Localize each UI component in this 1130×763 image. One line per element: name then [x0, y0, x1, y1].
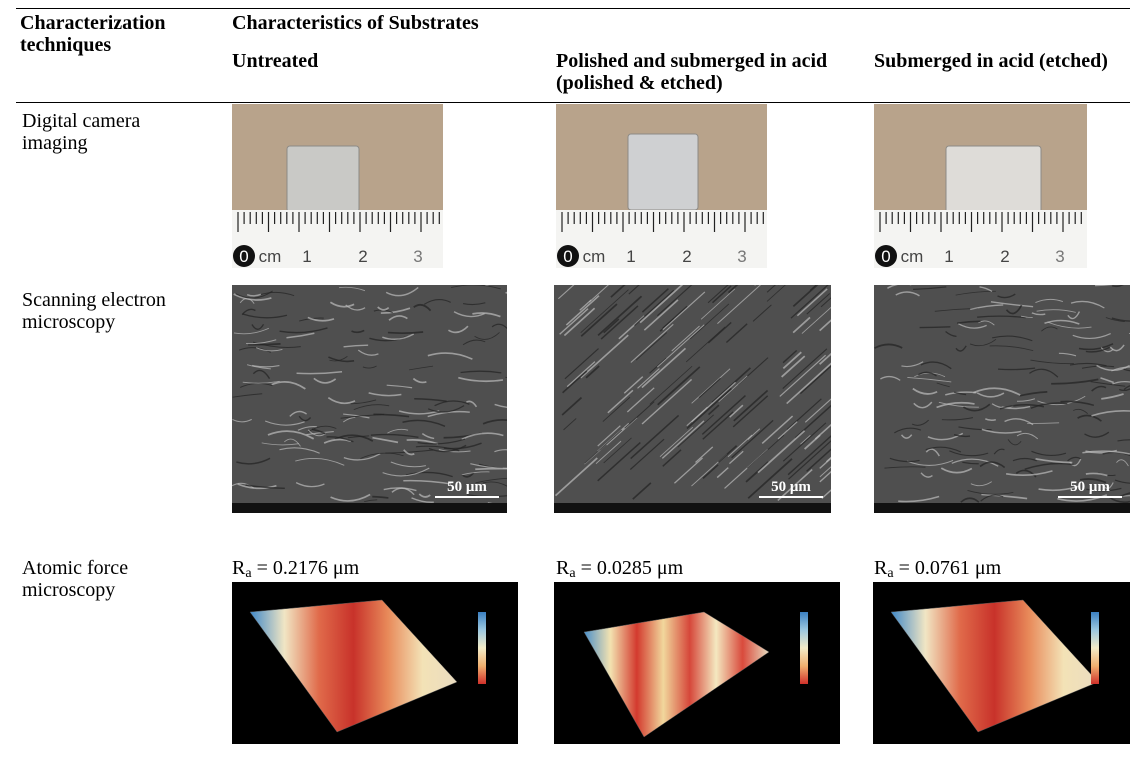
column-header: Untreated: [232, 50, 532, 72]
ruler-label: 3: [737, 247, 746, 266]
header-rule: [16, 102, 1130, 103]
header-group: Characteristics of Substrates: [232, 12, 479, 34]
afm-colorbar: [1091, 612, 1099, 684]
ruler-label: 3: [413, 247, 422, 266]
ruler-label: 2: [358, 247, 367, 266]
ruler-label: 1: [626, 247, 635, 266]
afm-image: [554, 582, 840, 744]
roughness-label: Ra = 0.2176 μm: [232, 557, 359, 579]
row-label: Digital camera imaging: [22, 110, 202, 154]
afm-colorbar: [800, 612, 808, 684]
ruler-label: 3: [1055, 247, 1064, 266]
row-label: Atomic force microscopy: [22, 557, 202, 601]
camera-image: 0 cm 1 2 3: [874, 104, 1087, 268]
ruler-label: 2: [682, 247, 691, 266]
roughness-text: R: [556, 557, 569, 579]
ruler-label: 0: [563, 247, 572, 266]
afm-colorbar: [478, 612, 486, 684]
sem-image: 50 μm: [554, 285, 831, 513]
ruler-label: 2: [1000, 247, 1009, 266]
roughness-text: R: [874, 557, 887, 579]
afm-image: [873, 582, 1130, 744]
afm-image: [232, 582, 518, 744]
roughness-text: = 0.2176 μm: [252, 557, 360, 579]
column-header: Submerged in acid (etched): [874, 50, 1124, 72]
roughness-text: = 0.0761 μm: [894, 557, 1002, 579]
sem-scale-label: 50 μm: [447, 479, 487, 495]
sem-info-bar: [554, 503, 831, 513]
sem-image: 50 μm: [232, 285, 507, 513]
header-cell: Characterization techniques: [20, 12, 220, 56]
ruler-label: cm: [583, 247, 606, 266]
sem-texture: [920, 327, 951, 328]
column-header: Polished and submerged in acid (polished…: [556, 50, 856, 94]
sem-info-bar: [232, 503, 507, 513]
ruler-label: cm: [901, 247, 924, 266]
ruler-label: 0: [881, 247, 890, 266]
ruler-label: 1: [944, 247, 953, 266]
roughness-label: Ra = 0.0761 μm: [874, 557, 1001, 579]
ruler-label: cm: [259, 247, 282, 266]
sem-info-bar: [874, 503, 1130, 513]
page: Characterization techniques Characterist…: [0, 0, 1130, 763]
camera-image: 0 cm 1 2 3: [232, 104, 443, 268]
top-rule: [16, 8, 1130, 9]
sem-scale-label: 50 μm: [1070, 479, 1110, 495]
roughness-text: = 0.0285 μm: [576, 557, 684, 579]
row-label: Scanning electron microscopy: [22, 289, 222, 333]
sample: [946, 146, 1041, 214]
sem-scale-label: 50 μm: [771, 479, 811, 495]
ruler-label: 0: [239, 247, 248, 266]
sample: [287, 146, 359, 212]
roughness-label: Ra = 0.0285 μm: [556, 557, 683, 579]
camera-image: 0 cm 1 2 3: [556, 104, 767, 268]
sem-image: 50 μm: [874, 285, 1130, 513]
ruler-label: 1: [302, 247, 311, 266]
sample: [628, 134, 698, 210]
roughness-text: R: [232, 557, 245, 579]
